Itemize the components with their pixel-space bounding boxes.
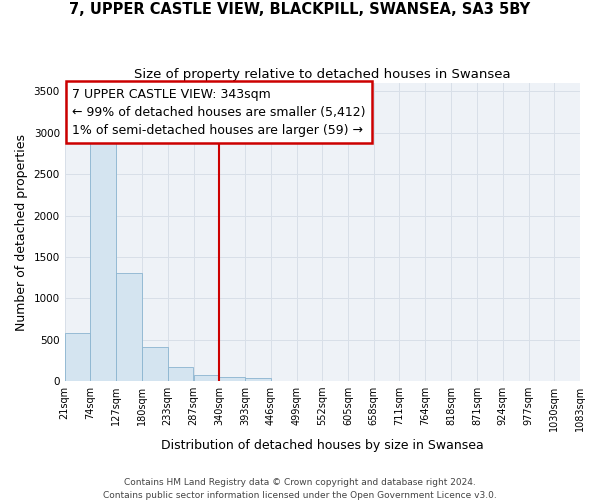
Y-axis label: Number of detached properties: Number of detached properties [15, 134, 28, 330]
Text: 7, UPPER CASTLE VIEW, BLACKPILL, SWANSEA, SA3 5BY: 7, UPPER CASTLE VIEW, BLACKPILL, SWANSEA… [70, 2, 530, 18]
Text: Contains HM Land Registry data © Crown copyright and database right 2024.
Contai: Contains HM Land Registry data © Crown c… [103, 478, 497, 500]
Bar [194, 375, 220, 381]
Bar [245, 378, 271, 381]
X-axis label: Distribution of detached houses by size in Swansea: Distribution of detached houses by size … [161, 440, 484, 452]
Title: Size of property relative to detached houses in Swansea: Size of property relative to detached ho… [134, 68, 511, 80]
Bar [65, 334, 91, 381]
Bar [220, 376, 245, 381]
Bar [91, 141, 116, 381]
Text: 7 UPPER CASTLE VIEW: 343sqm
← 99% of detached houses are smaller (5,412)
1% of s: 7 UPPER CASTLE VIEW: 343sqm ← 99% of det… [73, 88, 366, 136]
Bar [116, 272, 142, 381]
Bar [142, 346, 167, 381]
Bar [167, 367, 193, 381]
